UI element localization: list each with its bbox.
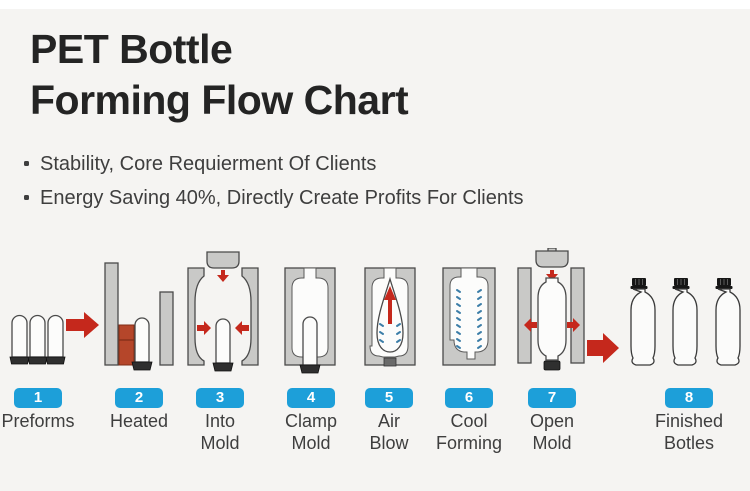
step-1-illustration-preforms <box>9 314 66 365</box>
arrow-right-icon <box>587 333 619 363</box>
bullet-text: Energy Saving 40%, Directly Create Profi… <box>40 187 524 209</box>
step-4-badge: 4 <box>287 388 335 408</box>
step-5-illustration-air-blow <box>364 267 416 367</box>
bullet-dot-icon <box>24 195 29 200</box>
step-7-illustration-open-mold <box>517 248 585 371</box>
step-4-label: Clamp Mold <box>284 411 337 453</box>
page-title-line2: Forming Flow Chart <box>30 77 409 123</box>
step-5-badge: 5 <box>365 388 413 408</box>
step-6-label: Cool Forming <box>435 411 502 453</box>
step-8-badge: 8 <box>665 388 713 408</box>
page-title-line1: PET Bottle <box>30 26 233 72</box>
step-8-illustration-finished-bottles <box>629 277 741 366</box>
bullet-list: Stability, Core Requierment Of Clients E… <box>24 153 524 221</box>
top-white-strip <box>0 0 750 9</box>
step-3-label: Into Mold <box>200 411 240 453</box>
bullet-text: Stability, Core Requierment Of Clients <box>40 153 377 175</box>
step-3-badge: 3 <box>196 388 244 408</box>
bullet-dot-icon <box>24 161 29 166</box>
step-2-badge: 2 <box>115 388 163 408</box>
step-6-badge: 6 <box>445 388 493 408</box>
step-6-illustration-cool-forming <box>442 267 496 366</box>
arrow-right-icon <box>66 312 99 338</box>
step-3-illustration-into-mold <box>187 251 259 372</box>
page-title: PET Bottle Forming Flow Chart <box>30 24 409 126</box>
step-2-illustration-heated <box>104 262 174 371</box>
step-8-label: Finished Botles <box>654 411 724 453</box>
step-1-label: Preforms <box>1 411 75 431</box>
step-1-badge: 1 <box>14 388 62 408</box>
step-7-badge: 7 <box>528 388 576 408</box>
step-2-label: Heated <box>109 411 169 431</box>
flow-diagram <box>9 248 741 374</box>
step-5-label: Air Blow <box>369 411 409 453</box>
bullet-item: Stability, Core Requierment Of Clients <box>24 153 524 176</box>
step-7-label: Open Mold <box>529 411 575 453</box>
bullet-item: Energy Saving 40%, Directly Create Profi… <box>24 187 524 210</box>
step-4-illustration-clamp-mold <box>284 267 336 374</box>
